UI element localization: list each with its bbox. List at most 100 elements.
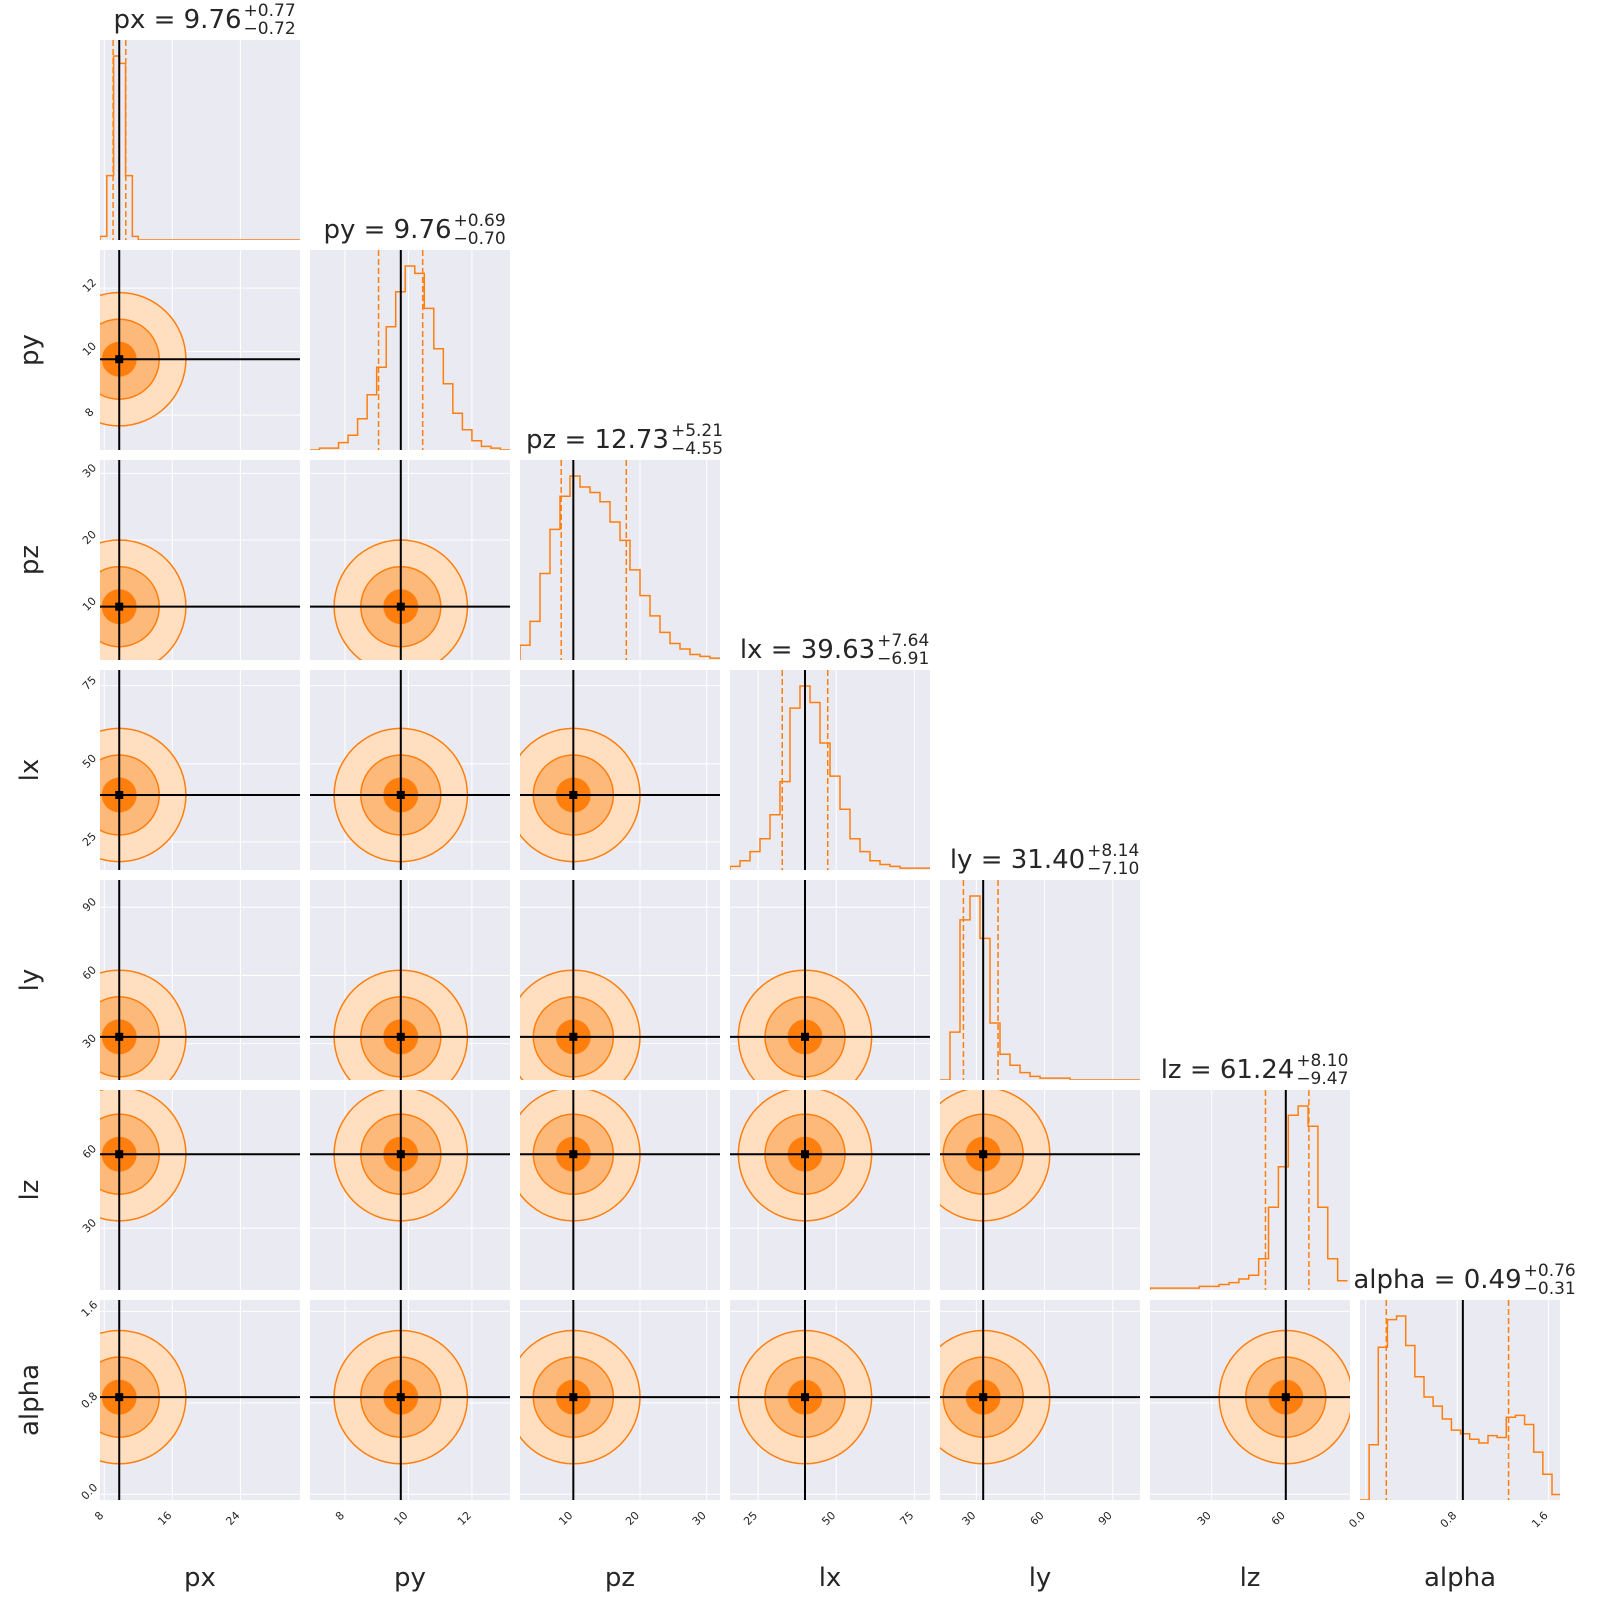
panel-py-vs-lz bbox=[310, 1090, 510, 1290]
y-tick-label: 10 bbox=[80, 340, 99, 359]
panel-py-vs-pz bbox=[310, 460, 510, 660]
x-tick-label: 24 bbox=[223, 1509, 242, 1528]
title-upper-error: +8.10 bbox=[1296, 1051, 1348, 1071]
panel-background bbox=[310, 250, 510, 450]
title-lower-error: −9.47 bbox=[1296, 1069, 1348, 1089]
truth-marker bbox=[396, 1393, 405, 1402]
y-axis-label-alpha: alpha bbox=[15, 1364, 45, 1436]
y-tick-label: 50 bbox=[80, 752, 99, 771]
y-tick-label: 20 bbox=[80, 528, 99, 547]
x-tick-label: 0.0 bbox=[1346, 1509, 1368, 1531]
x-axis-label-py: py bbox=[394, 1563, 426, 1593]
y-tick-label: 8 bbox=[82, 406, 96, 420]
x-tick-label: 60 bbox=[1269, 1509, 1288, 1528]
histogram-px bbox=[100, 55, 300, 240]
panel-py bbox=[310, 250, 510, 450]
panel-lx-vs-ly bbox=[730, 880, 930, 1080]
truth-marker bbox=[569, 1150, 578, 1159]
panel-px-vs-pz bbox=[100, 460, 300, 660]
y-axis-label-lz: lz bbox=[15, 1180, 45, 1201]
panel-px-vs-lz bbox=[100, 1090, 300, 1290]
truth-marker bbox=[569, 791, 578, 799]
panel-pz-vs-lx bbox=[520, 670, 720, 870]
panel-background bbox=[1360, 1300, 1560, 1500]
y-tick-label: 0.8 bbox=[79, 1390, 101, 1412]
title-lx: lx = 39.63 bbox=[740, 635, 875, 665]
title-py: py = 9.76 bbox=[323, 215, 451, 245]
truth-marker bbox=[115, 602, 124, 611]
x-tick-label: 30 bbox=[959, 1509, 978, 1528]
panel-background bbox=[940, 880, 1140, 1080]
x-axis-label-lz: lz bbox=[1240, 1563, 1261, 1593]
truth-marker bbox=[801, 1150, 809, 1159]
panel-alpha bbox=[1360, 1300, 1560, 1500]
panel-background bbox=[1150, 1090, 1350, 1290]
title-lower-error: −0.31 bbox=[1524, 1279, 1576, 1299]
truth-marker bbox=[115, 1393, 124, 1402]
panel-ly-vs-lz bbox=[940, 1090, 1140, 1290]
panel-px-vs-lx bbox=[100, 670, 300, 870]
x-tick-label: 0.8 bbox=[1438, 1509, 1460, 1531]
x-axis-label-pz: pz bbox=[605, 1563, 635, 1593]
title-ly: ly = 31.40 bbox=[950, 845, 1085, 875]
title-upper-error: +5.21 bbox=[671, 421, 723, 441]
panel-pz-vs-lz bbox=[520, 1090, 720, 1290]
x-tick-label: 8 bbox=[92, 1509, 106, 1523]
truth-marker bbox=[979, 1393, 988, 1402]
title-lz: lz = 61.24 bbox=[1161, 1055, 1295, 1085]
truth-marker bbox=[1281, 1393, 1290, 1402]
panel-py-vs-alpha bbox=[310, 1300, 510, 1500]
truth-marker bbox=[396, 602, 405, 611]
title-upper-error: +7.64 bbox=[877, 631, 929, 651]
y-axis-label-py: py bbox=[15, 334, 45, 366]
y-tick-label: 90 bbox=[80, 895, 99, 914]
x-tick-label: 1.6 bbox=[1529, 1509, 1551, 1531]
title-lower-error: −0.72 bbox=[244, 19, 296, 39]
panel-lz-vs-alpha bbox=[1150, 1300, 1350, 1500]
truth-marker bbox=[115, 355, 124, 364]
histogram-lz bbox=[1150, 1105, 1348, 1290]
y-tick-label: 10 bbox=[80, 595, 99, 614]
x-tick-label: 16 bbox=[155, 1509, 174, 1528]
truth-marker bbox=[569, 1032, 578, 1041]
panel-lz bbox=[1150, 1090, 1350, 1290]
histogram-alpha bbox=[1360, 1315, 1560, 1500]
x-tick-label: 60 bbox=[1028, 1509, 1047, 1528]
title-lower-error: −4.55 bbox=[671, 439, 723, 459]
panel-pz-vs-alpha bbox=[520, 1300, 720, 1500]
truth-marker bbox=[396, 791, 405, 799]
title-alpha: alpha = 0.49 bbox=[1353, 1265, 1521, 1295]
y-tick-label: 75 bbox=[80, 674, 99, 693]
x-tick-label: 30 bbox=[1195, 1509, 1214, 1528]
y-tick-label: 1.6 bbox=[79, 1298, 101, 1320]
panel-background bbox=[100, 40, 300, 240]
y-axis-label-lx: lx bbox=[15, 759, 45, 782]
panel-lx-vs-alpha bbox=[730, 1300, 930, 1500]
y-axis-label-pz: pz bbox=[15, 545, 45, 575]
panel-ly bbox=[940, 880, 1140, 1080]
x-axis-label-px: px bbox=[184, 1563, 216, 1593]
x-tick-label: 10 bbox=[391, 1509, 410, 1528]
histogram-ly bbox=[940, 895, 1140, 1080]
truth-marker bbox=[115, 791, 124, 799]
y-tick-label: 0.0 bbox=[79, 1481, 101, 1503]
panel-background bbox=[520, 460, 720, 660]
panel-pz-vs-ly bbox=[520, 880, 720, 1080]
panel-px-vs-alpha bbox=[100, 1300, 300, 1500]
panel-ly-vs-alpha bbox=[940, 1300, 1140, 1500]
x-tick-label: 50 bbox=[819, 1509, 838, 1528]
x-tick-label: 12 bbox=[455, 1509, 474, 1528]
x-tick-label: 10 bbox=[556, 1509, 575, 1528]
truth-marker bbox=[801, 1393, 809, 1402]
panel-px bbox=[100, 40, 300, 240]
histogram-pz bbox=[520, 475, 720, 660]
panel-px-vs-ly bbox=[100, 880, 300, 1080]
x-tick-label: 75 bbox=[897, 1509, 916, 1528]
title-upper-error: +0.77 bbox=[244, 1, 296, 21]
truth-marker bbox=[115, 1032, 124, 1041]
panel-py-vs-lx bbox=[310, 670, 510, 870]
panel-py-vs-ly bbox=[310, 880, 510, 1080]
y-axis-label-ly: ly bbox=[15, 969, 45, 992]
truth-marker bbox=[396, 1150, 405, 1159]
